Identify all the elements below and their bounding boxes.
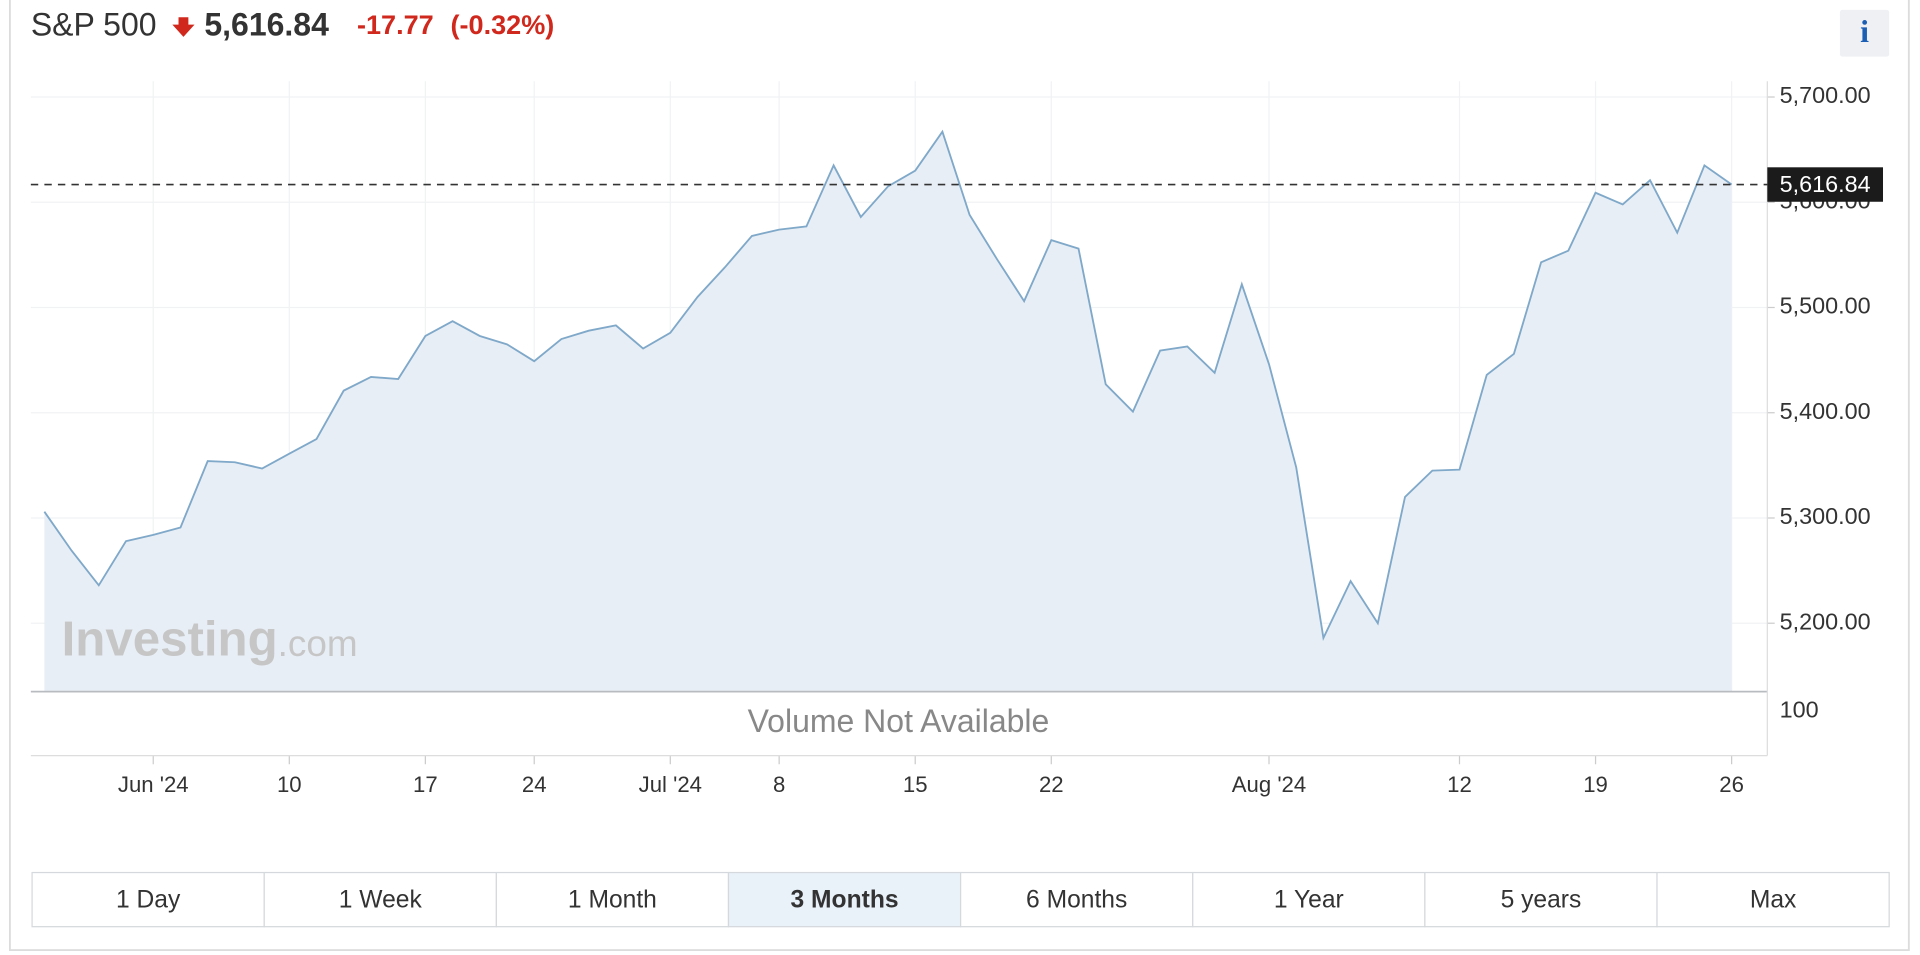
x-tick-label: 24 bbox=[522, 772, 547, 797]
x-tick-label: Aug '24 bbox=[1232, 772, 1306, 797]
change: -17.77 bbox=[357, 9, 434, 40]
price: 5,616.84 bbox=[204, 7, 329, 43]
watermark: Investing bbox=[62, 611, 278, 666]
y-tick-label: 5,200.00 bbox=[1780, 608, 1871, 634]
y-tick-label: 5,700.00 bbox=[1780, 82, 1871, 108]
range-button[interactable] bbox=[495, 871, 730, 928]
x-tick-label: 8 bbox=[773, 772, 785, 797]
x-tick-label: 10 bbox=[277, 772, 302, 797]
info-icon[interactable]: i bbox=[1860, 13, 1869, 49]
y-tick-label: 5,300.00 bbox=[1780, 503, 1871, 529]
range-button[interactable] bbox=[1656, 871, 1890, 928]
range-button-label[interactable]: Max bbox=[1750, 886, 1797, 913]
range-button[interactable] bbox=[727, 871, 962, 928]
range-button-label[interactable]: 1 Year bbox=[1274, 886, 1344, 913]
range-button-label[interactable]: 5 years bbox=[1501, 886, 1582, 913]
change-pct: (-0.32%) bbox=[451, 9, 555, 40]
volume-note: Volume Not Available bbox=[748, 703, 1050, 739]
volume-tick-label: 100 bbox=[1780, 696, 1819, 722]
range-button[interactable] bbox=[31, 871, 265, 928]
range-button-label[interactable]: 1 Week bbox=[339, 886, 423, 913]
range-button[interactable] bbox=[1424, 871, 1658, 928]
x-tick-label: 12 bbox=[1447, 772, 1472, 797]
range-button-label[interactable]: 3 Months bbox=[791, 886, 899, 913]
area bbox=[44, 131, 1732, 692]
x-tick-label: Jun '24 bbox=[118, 772, 189, 797]
down-arrow bbox=[172, 17, 195, 37]
x-tick-label: 22 bbox=[1039, 772, 1064, 797]
range-button[interactable] bbox=[263, 871, 497, 928]
price-label-box bbox=[1767, 167, 1884, 202]
y-tick-label: 5,500.00 bbox=[1780, 293, 1871, 319]
x-tick-label: Jul '24 bbox=[639, 772, 702, 797]
watermark-suffix: .com bbox=[278, 623, 358, 664]
range-button-label[interactable]: 6 Months bbox=[1026, 886, 1127, 913]
range-button[interactable] bbox=[960, 871, 1194, 928]
x-tick-label: 17 bbox=[413, 772, 438, 797]
range-button-label[interactable]: 1 Day bbox=[116, 886, 181, 913]
line bbox=[43, 129, 1733, 642]
info-button[interactable] bbox=[1839, 9, 1890, 57]
x-tick-label: 15 bbox=[903, 772, 928, 797]
x-tick-label: 26 bbox=[1719, 772, 1744, 797]
price-label: 5,616.84 bbox=[1780, 171, 1871, 197]
x-tick-label: 19 bbox=[1583, 772, 1608, 797]
range-button-label[interactable]: 1 Month bbox=[568, 886, 657, 913]
range-button[interactable] bbox=[1192, 871, 1426, 928]
instrument-name: S&P 500 bbox=[31, 7, 157, 43]
y-tick-label: 5,400.00 bbox=[1780, 398, 1871, 424]
